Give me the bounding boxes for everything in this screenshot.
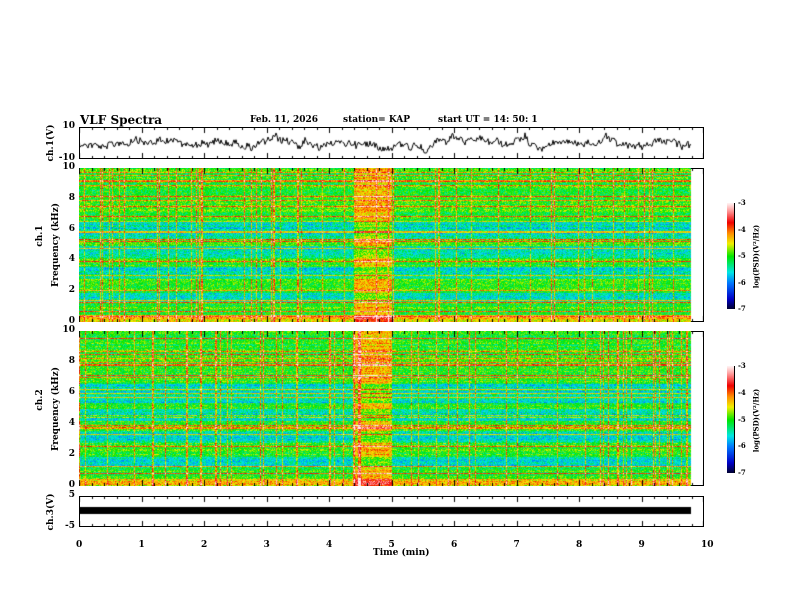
x-tick-label: 1 <box>138 540 145 550</box>
channel-label: ch.2 <box>35 388 45 411</box>
x-tick-label: 3 <box>263 540 270 550</box>
y-tick-label: 6 <box>68 223 75 234</box>
ch1-spectrogram-plot <box>79 168 704 322</box>
chart-title: VLF Spectra <box>80 113 163 127</box>
colorbar-tick-label: -7 <box>738 468 746 477</box>
colorbar-tick-label: -4 <box>738 387 746 397</box>
y-axis-label: Frequency (kHz) <box>51 366 61 451</box>
y-tick-label: -5 <box>65 521 75 531</box>
y-axis-label: Frequency (kHz) <box>51 203 61 288</box>
x-tick-label: 0 <box>76 540 83 550</box>
y-tick-label: 0 <box>68 316 75 326</box>
y-axis-label: ch.1(V) <box>46 124 56 162</box>
y-tick-label: 0 <box>68 480 75 490</box>
ch1-waveform-plot <box>79 127 704 159</box>
colorbar-tick-label: -7 <box>738 304 746 313</box>
colorbar-tick-label: -4 <box>738 224 746 234</box>
colorbar-tick-label: -6 <box>738 277 746 287</box>
colorbar-label: log(PSD)(V²/Hz) <box>751 224 761 289</box>
date-label: Feb. 11, 2026 <box>250 115 319 125</box>
colorbar-label: log(PSD)(V²/Hz) <box>751 388 761 452</box>
channel-label: ch.1 <box>35 225 45 247</box>
x-axis-label: Time (min) <box>373 548 430 558</box>
ch2-spectrogram-plot <box>79 331 704 486</box>
y-tick-label: 2 <box>68 285 75 296</box>
start-time-label: start UT = 14: 50: 1 <box>438 115 538 125</box>
x-tick-label: 4 <box>326 540 333 550</box>
colorbar-tick-label: -3 <box>738 198 746 207</box>
x-tick-label: 2 <box>201 540 208 550</box>
colorbar-tick-label: -5 <box>738 251 746 260</box>
y-tick-label: 8 <box>68 192 75 203</box>
y-axis-label: ch.3(V) <box>46 493 56 530</box>
colorbar-tick-label: -3 <box>738 361 746 370</box>
y-tick-label: 2 <box>68 449 75 459</box>
y-tick-label: 5 <box>68 490 75 500</box>
x-tick-label: 5 <box>388 540 395 550</box>
x-tick-label: 8 <box>576 540 583 550</box>
y-tick-label: -10 <box>58 153 75 163</box>
y-tick-label: 4 <box>68 254 75 265</box>
colorbar-tick-label: -5 <box>738 414 746 424</box>
y-tick-label: 10 <box>62 325 75 335</box>
x-tick-label: 9 <box>638 540 645 550</box>
x-tick-label: 10 <box>701 540 714 550</box>
ch3-waveform-plot <box>79 496 704 527</box>
y-tick-label: 4 <box>68 418 75 428</box>
ch1-spectrogram-colorbar <box>727 203 735 309</box>
y-tick-label: 6 <box>68 387 75 397</box>
x-tick-label: 6 <box>451 540 458 550</box>
colorbar-tick-label: -6 <box>738 441 746 451</box>
station-label: station= KAP <box>343 115 411 125</box>
y-tick-label: 10 <box>62 121 75 131</box>
y-tick-label: 10 <box>62 162 75 172</box>
x-tick-label: 7 <box>513 540 520 550</box>
y-tick-label: 8 <box>68 356 75 366</box>
ch2-spectrogram-colorbar <box>727 366 735 473</box>
